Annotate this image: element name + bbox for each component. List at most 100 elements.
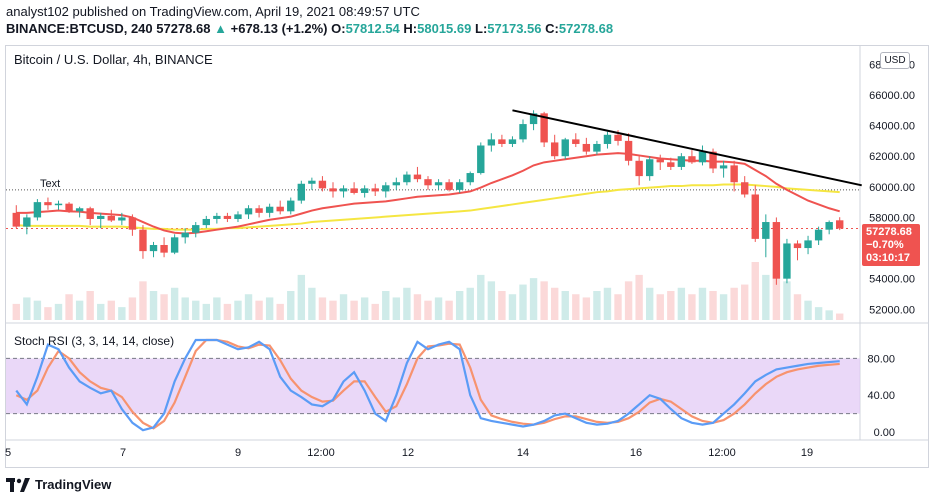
candle-body: [814, 229, 823, 241]
candle-body: [688, 156, 696, 163]
high-value: 58015.69: [417, 21, 472, 36]
time-tick-label: 12:00: [708, 447, 736, 459]
volume-bar: [392, 297, 401, 320]
candle-body: [54, 203, 63, 206]
candle-body: [572, 139, 580, 144]
candle-body: [529, 113, 538, 125]
candle-body: [445, 182, 453, 190]
volume-bar: [466, 287, 474, 320]
candle-body: [719, 165, 728, 169]
candle-body: [244, 208, 253, 215]
volume-bar: [318, 297, 327, 320]
candle-body: [350, 188, 358, 193]
current-price-value: 57278.68: [866, 226, 912, 238]
volume-bar: [350, 300, 358, 320]
volume-bar: [382, 291, 390, 320]
volume-bar: [223, 303, 232, 320]
symbol-ohlc-line: BINANCE:BTCUSD, 240 57278.68 ▲ +678.13 (…: [6, 21, 614, 36]
candle-body: [392, 182, 401, 186]
candle-body: [23, 217, 31, 227]
volume-bar: [698, 287, 707, 320]
volume-bar: [329, 300, 337, 320]
candle-body: [97, 215, 105, 219]
volume-bar: [561, 291, 569, 320]
candle-body: [234, 214, 242, 219]
open-value: 57812.54: [345, 21, 400, 36]
candle-body: [170, 237, 179, 253]
volume-bar: [170, 287, 179, 320]
currency-button[interactable]: USD: [880, 52, 910, 69]
candle-body: [139, 229, 147, 252]
volume-bar: [445, 300, 453, 320]
price-tick-label: 60000.00: [869, 182, 915, 194]
volume-bar: [825, 310, 833, 320]
volume-bar: [572, 294, 580, 320]
candle-body: [265, 206, 274, 213]
volume-bar: [339, 294, 348, 320]
volume-bar: [234, 300, 242, 320]
candle-body: [276, 206, 284, 212]
volume-bar: [751, 262, 759, 320]
tradingview-logo-icon: [6, 477, 30, 492]
volume-bar: [244, 294, 253, 320]
volume-bar: [646, 287, 654, 320]
candle-body: [413, 174, 422, 180]
tradingview-footer[interactable]: TradingView: [6, 477, 111, 492]
volume-bar: [593, 291, 601, 320]
volume-bar: [213, 297, 221, 320]
candle-body: [508, 139, 517, 144]
time-tick-label: 9: [235, 447, 241, 459]
candle-body: [107, 215, 115, 221]
candle-body: [181, 232, 189, 238]
candle-body: [287, 200, 295, 212]
current-price-tag: 57278.68 −0.70% 03:10:17: [862, 224, 920, 266]
time-tick-label: 16: [630, 447, 642, 459]
brand-name: TradingView: [35, 477, 112, 492]
candle-body: [614, 134, 622, 141]
candle-body: [403, 174, 411, 183]
volume-bar: [276, 303, 284, 320]
volume-bar: [667, 291, 675, 320]
volume-bar: [97, 303, 105, 320]
volume-bar: [550, 287, 559, 320]
candle-body: [128, 217, 137, 230]
candle-body: [582, 143, 591, 152]
candle-body: [561, 139, 569, 157]
volume-bar: [762, 274, 770, 320]
candle-body: [192, 225, 200, 233]
volume-bar: [614, 294, 622, 320]
volume-bar: [297, 274, 306, 320]
candle-body: [603, 134, 612, 144]
candle-body: [202, 218, 210, 226]
candle-body: [12, 212, 20, 227]
candle-body: [382, 185, 390, 192]
price-tick-label: 58000.00: [869, 212, 915, 224]
moving-average-yellow-line: [16, 183, 840, 231]
candle-body: [498, 139, 506, 144]
volume-bar: [265, 297, 274, 320]
volume-bar: [582, 297, 591, 320]
stoch-tick-label: 40.00: [867, 390, 895, 402]
price-tick-label: 64000.00: [869, 121, 915, 133]
volume-bar: [656, 294, 664, 320]
volume-bar: [730, 287, 738, 320]
volume-bar: [255, 300, 263, 320]
candle-body: [793, 243, 802, 249]
volume-bar: [709, 291, 717, 320]
price-tick-label: 54000.00: [869, 274, 915, 286]
chart-title: Bitcoin / U.S. Dollar, 4h, BINANCE: [14, 52, 213, 67]
volume-bar: [783, 281, 791, 320]
candle-body: [487, 139, 496, 146]
time-tick-label: 12: [402, 447, 414, 459]
candle-body: [65, 203, 73, 212]
volume-bar: [624, 281, 633, 320]
candle-body: [455, 182, 464, 190]
candle-body: [360, 188, 369, 193]
volume-bar: [33, 300, 42, 320]
volume-bar: [54, 303, 63, 320]
volume-bar: [519, 284, 527, 320]
text-annotation: Text: [40, 178, 60, 190]
volume-bar: [181, 297, 189, 320]
volume-bar: [403, 287, 411, 320]
